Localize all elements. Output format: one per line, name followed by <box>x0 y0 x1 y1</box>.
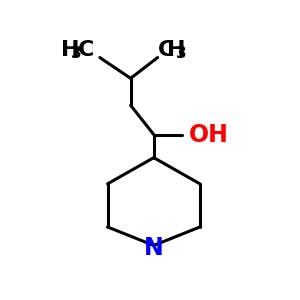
Text: 3: 3 <box>176 46 187 61</box>
Text: C: C <box>78 40 95 60</box>
Text: H: H <box>61 40 80 60</box>
Text: H: H <box>167 40 185 60</box>
Text: C: C <box>158 40 174 60</box>
Text: N: N <box>144 236 164 260</box>
Text: 3: 3 <box>70 46 81 61</box>
Text: OH: OH <box>188 123 228 147</box>
